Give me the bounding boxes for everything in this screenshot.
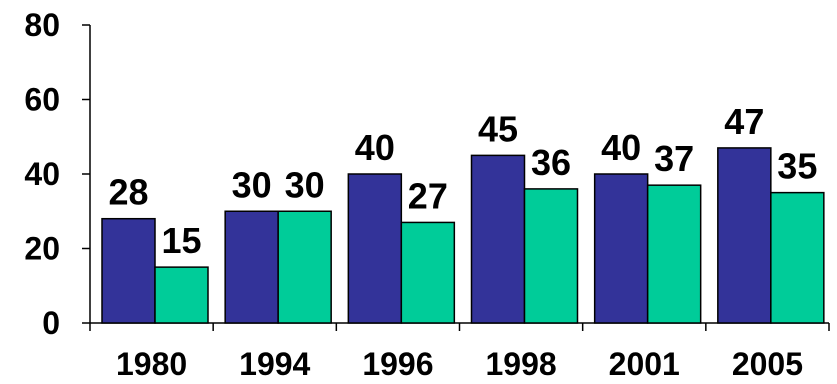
data-label: 27: [408, 175, 448, 216]
x-axis: 1980 1994 1996 1998 2001 2005: [89, 322, 830, 382]
bar: [400, 221, 456, 324]
y-tick-label: 40: [24, 156, 60, 192]
bar: [347, 173, 403, 324]
x-tick-label: 2001: [609, 346, 680, 382]
data-label: 40: [601, 127, 641, 168]
data-label: 47: [724, 101, 764, 142]
data-label: 15: [161, 220, 201, 261]
x-tick-label: 1998: [485, 346, 556, 382]
data-label: 36: [531, 142, 571, 183]
y-tick-label: 20: [24, 231, 60, 267]
bar: [717, 147, 772, 324]
y-tick-label: 80: [24, 7, 60, 43]
bar: [593, 173, 649, 324]
y-tick-label: 60: [24, 82, 60, 118]
bar: [470, 154, 526, 324]
bar: [154, 266, 209, 324]
data-label: 35: [777, 146, 817, 187]
data-label: 37: [654, 138, 694, 179]
bar: [646, 184, 702, 324]
x-tick-label: 2005: [732, 346, 803, 382]
bar: [101, 217, 156, 324]
data-label: 28: [108, 172, 148, 213]
bars: [101, 147, 825, 324]
data-labels: 28 15 30 30 40 27 45 36 40 37 47 35: [108, 101, 817, 261]
data-label: 45: [478, 108, 518, 149]
bar: [277, 210, 332, 324]
y-axis: 0 20 40 60 80: [24, 7, 91, 341]
data-label: 30: [232, 164, 272, 205]
data-label: 30: [285, 164, 325, 205]
y-tick-label: 0: [42, 305, 60, 341]
x-tick-label: 1980: [116, 346, 187, 382]
bar: [523, 188, 579, 324]
bar: [224, 210, 279, 324]
data-label: 40: [355, 127, 395, 168]
x-tick-label: 1996: [362, 346, 433, 382]
bar: [770, 191, 825, 324]
x-tick-label: 1994: [239, 346, 310, 382]
